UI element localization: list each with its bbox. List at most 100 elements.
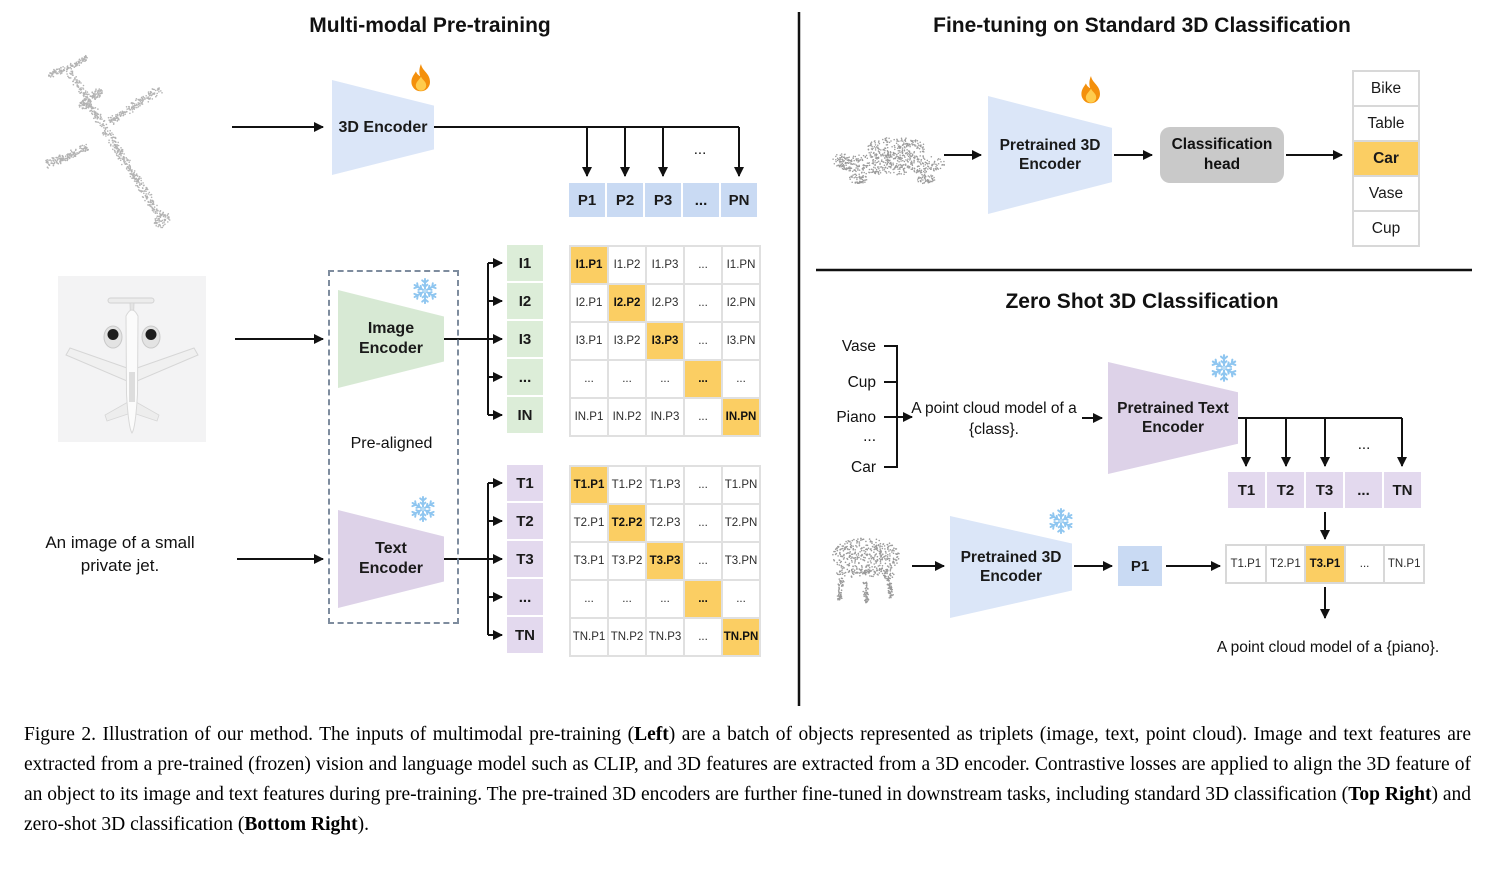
finetune-panel-title: Fine-tuning on Standard 3D Classificatio… (933, 14, 1351, 37)
matrix-cell: ... (646, 580, 684, 618)
3d-encoder-label: 3D Encoder (338, 118, 428, 136)
matrix-cell: T3.P2 (608, 542, 646, 580)
pre-aligned-box (328, 270, 459, 624)
text-feature-row: T1 T2 T3... TN (1228, 472, 1421, 508)
prompt-text: A point cloud model of a {class}. (911, 400, 1077, 438)
matrix-cell: T3.P3 (646, 542, 684, 580)
matrix-cell: T1.PN (722, 466, 760, 504)
zeroshot-3d-encoder-label: Pretrained 3D Encoder (960, 548, 1062, 585)
jet-image (58, 276, 206, 442)
pretrained-3d-encoder-label: Pretrained 3D Encoder (999, 136, 1101, 173)
matrix-cell: I3.P2 (608, 322, 646, 360)
matrix-cell: ... (684, 284, 722, 322)
similarity-row: T1.P1 T2.P1 T3.P1... TN.P1 (1225, 544, 1425, 584)
t-cell: TN (1384, 472, 1421, 508)
t-row-ellipsis: ... (1357, 436, 1371, 453)
flame-icon (1073, 74, 1109, 110)
p-cell: PN (721, 183, 757, 217)
matrix-cell: I3.PN (722, 322, 760, 360)
image-feature-label: ... (507, 359, 543, 395)
class-list: Bike Table Car Vase Cup (1352, 70, 1420, 247)
result-text: A point cloud model of a {piano}. (1216, 639, 1440, 656)
matrix-cell: ... (684, 542, 722, 580)
text-feature-label: T1 (507, 465, 543, 501)
matrix-cell: IN.P3 (646, 398, 684, 436)
matrix-cell: ... (684, 398, 722, 436)
t-cell: T3 (1306, 472, 1343, 508)
classification-head: Classification head (1160, 127, 1284, 183)
class-item: Car (1353, 141, 1419, 176)
matrix-cell: IN.P1 (570, 398, 608, 436)
p-cell: P1 (569, 183, 605, 217)
similarity-cell: T1.P1 (1226, 545, 1266, 583)
caption-segment: ). (357, 814, 369, 835)
pretrained-text-encoder-label: Pretrained Text Encoder (1117, 399, 1229, 436)
snowflake-icon (408, 494, 438, 524)
car-point-cloud (832, 137, 945, 185)
matrix-cell: I1.PN (722, 246, 760, 284)
p-row-ellipsis: ... (693, 141, 707, 158)
image-feature-label: I2 (507, 283, 543, 319)
matrix-cell: T2.P3 (646, 504, 684, 542)
text-feature-column: T1 T2 T3... TN (507, 465, 543, 653)
class-item: Cup (1353, 211, 1419, 246)
matrix-cell: I2.P1 (570, 284, 608, 322)
matrix-cell: I3.P1 (570, 322, 608, 360)
pre-aligned-label: Pre-aligned (350, 435, 433, 452)
zeroshot-class-label: Piano (836, 409, 876, 426)
zeroshot-class-label: Cup (847, 374, 876, 391)
pretrained-3d-encoder: Pretrained 3D Encoder (988, 96, 1112, 214)
text-feature-label: TN (507, 617, 543, 653)
class-item: Bike (1353, 71, 1419, 106)
zeroshot-class-label: Vase (841, 338, 876, 355)
matrix-cell: ... (722, 360, 760, 398)
p-cell: P3 (645, 183, 681, 217)
classification-head-label: Classification head (1171, 135, 1273, 173)
class-item: Vase (1353, 176, 1419, 211)
matrix-cell: ... (722, 580, 760, 618)
matrix-cell: T2.P1 (570, 504, 608, 542)
t-cell: T1 (1228, 472, 1265, 508)
image-feature-label: I3 (507, 321, 543, 357)
matrix-cell: I2.P2 (608, 284, 646, 322)
matrix-cell: T1.P3 (646, 466, 684, 504)
matrix-cell: ... (608, 360, 646, 398)
matrix-cell: TN.P2 (608, 618, 646, 656)
caption-segment: Figure 2. Illustration of our method. Th… (24, 724, 635, 745)
p1-cell: P1 (1118, 546, 1162, 586)
similarity-cell: T2.P1 (1265, 545, 1306, 583)
snowflake-icon (410, 276, 440, 306)
snowflake-icon (1208, 352, 1240, 384)
text-encoder-label: Text Encoder (358, 540, 423, 577)
similarity-cell: TN.P1 (1384, 545, 1424, 583)
image-feature-label: I1 (507, 245, 543, 281)
image-encoder: Image Encoder (338, 290, 444, 388)
matrix-cell: TN.P3 (646, 618, 684, 656)
matrix-cell: I2.P3 (646, 284, 684, 322)
matrix-cell: ... (684, 580, 722, 618)
3d-encoder: 3D Encoder (332, 80, 434, 175)
matrix-cell: T3.PN (722, 542, 760, 580)
similarity-cell: ... (1344, 545, 1385, 583)
caption-segment: ) and zero-shot 3D classification ( (24, 784, 1471, 835)
p-cell: P2 (607, 183, 643, 217)
matrix-cell: T2.PN (722, 504, 760, 542)
flame-icon (403, 62, 439, 98)
image-similarity-matrix: I1.P1 I1.P2 I1.P3... I1.PN I2.P1 I2.P2 I2.P3..… (569, 245, 761, 437)
caption-bold-segment: Left (634, 724, 669, 745)
p1-label: P1 (1130, 557, 1150, 575)
caption-bold-segment: Bottom Right (244, 814, 358, 835)
snowflake-icon (1046, 506, 1076, 536)
piano-point-cloud (832, 537, 900, 604)
matrix-cell: T3.P1 (570, 542, 608, 580)
matrix-cell: IN.PN (722, 398, 760, 436)
similarity-cell: T3.P1 (1305, 545, 1345, 583)
zeroshot-3d-encoder: Pretrained 3D Encoder (950, 516, 1072, 618)
matrix-cell: I2.PN (722, 284, 760, 322)
image-feature-column: I1 I2 I3... IN (507, 245, 543, 433)
text-feature-label: T3 (507, 541, 543, 577)
p-cell: ... (683, 183, 719, 217)
text-similarity-matrix: T1.P1 T1.P2 T1.P3... T1.PN T2.P1 T2.P2 T2.P3..… (569, 465, 761, 657)
matrix-cell: I3.P3 (646, 322, 684, 360)
